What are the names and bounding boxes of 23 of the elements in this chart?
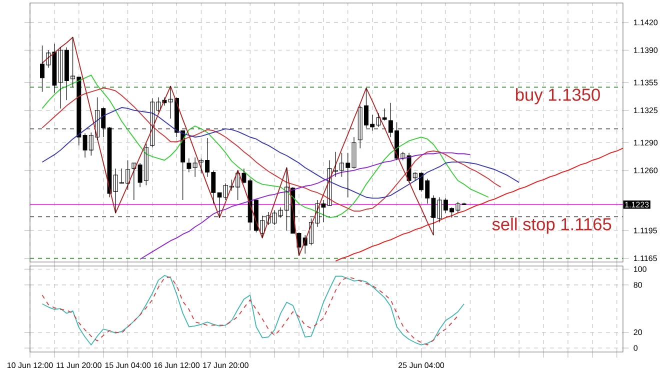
line-series <box>335 148 624 262</box>
y-tick-label: 1.1290 <box>634 140 658 146</box>
y-tick-label: 1.1355 <box>634 80 658 86</box>
annotation: buy 1.1350 <box>516 88 600 104</box>
y-tick-label: 80 <box>634 282 642 288</box>
y-tick-label: 20 <box>634 329 642 336</box>
y-tick-label: 1.1390 <box>634 47 658 54</box>
candlestick <box>462 202 466 205</box>
y-tick-label: 1.1420 <box>634 20 658 26</box>
y-tick-label: 1.1325 <box>634 107 658 114</box>
x-tick-label: 17 Jun 20:00 <box>203 362 248 368</box>
annotation: sell stop 1.1165 <box>492 218 612 234</box>
y-tick-label: 1.1195 <box>634 228 657 234</box>
x-tick-label: 16 Jun 12:00 <box>154 362 200 368</box>
y-tick-label: 100 <box>634 266 646 272</box>
x-tick-label: 15 Jun 04:00 <box>105 362 151 368</box>
x-tick-label: 25 Jun 04:00 <box>398 362 444 368</box>
x-tick-label: 11 Jun 20:00 <box>56 362 102 368</box>
x-tick-label: 10 Jun 12:00 <box>7 362 53 368</box>
y-tick-label: 0 <box>634 345 638 351</box>
y-tick-label: 1.1165 <box>634 255 657 262</box>
y-tick-label: 1.1260 <box>634 168 658 174</box>
ref-line-label: 1.1223 <box>625 202 649 208</box>
